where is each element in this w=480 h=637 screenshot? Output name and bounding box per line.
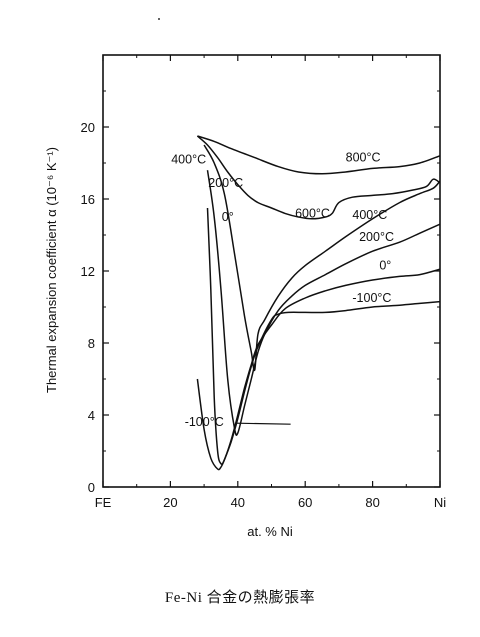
scan-speck	[158, 18, 160, 20]
series-label-1: 600°C	[295, 206, 330, 220]
series-label-left-0: 400°C	[171, 152, 206, 166]
series-label-left-3: -100°C	[185, 415, 224, 429]
x-axis-title: at. % Ni	[247, 524, 293, 539]
series-label-left-2: 0°	[222, 210, 234, 224]
y-tick-label: 16	[81, 192, 95, 207]
label-arrow	[236, 422, 291, 425]
series-label-5: -100°C	[352, 291, 391, 305]
y-tick-label: 8	[88, 336, 95, 351]
series-line-2	[203, 144, 440, 372]
figure-caption: Fe-Ni 合金の熱膨張率	[164, 590, 316, 606]
series-line-4	[206, 207, 440, 465]
x-tick-label: 60	[298, 495, 312, 510]
series-label-0: 800°C	[346, 151, 381, 165]
y-tick-label: 12	[81, 264, 95, 279]
y-tick-label: 4	[88, 408, 95, 423]
series-line-0	[197, 135, 440, 175]
series-label-left-1: 200°C	[208, 176, 243, 190]
y-axis-title: Thermal expansion coefficient α (10⁻⁶ K⁻…	[44, 147, 59, 393]
x-tick-label: 20	[163, 495, 177, 510]
series-line-1	[196, 135, 440, 220]
series-lines	[196, 135, 440, 471]
y-axis-ticks: 0 4 8 12 16 20	[81, 90, 440, 495]
y-tick-label: 0	[88, 480, 95, 495]
x-tick-label: FE	[95, 495, 112, 510]
series-line-5	[196, 300, 440, 471]
series-label-2: 400°C	[352, 208, 387, 222]
x-tick-label: 80	[365, 495, 379, 510]
x-tick-label: Ni	[434, 495, 446, 510]
y-tick-label: 20	[81, 120, 95, 135]
x-axis-ticks: FE 20 40 60 80 Ni	[95, 55, 446, 510]
x-tick-label: 40	[231, 495, 245, 510]
series-label-3: 200°C	[359, 230, 394, 244]
series-label-4: 0°	[379, 259, 391, 273]
